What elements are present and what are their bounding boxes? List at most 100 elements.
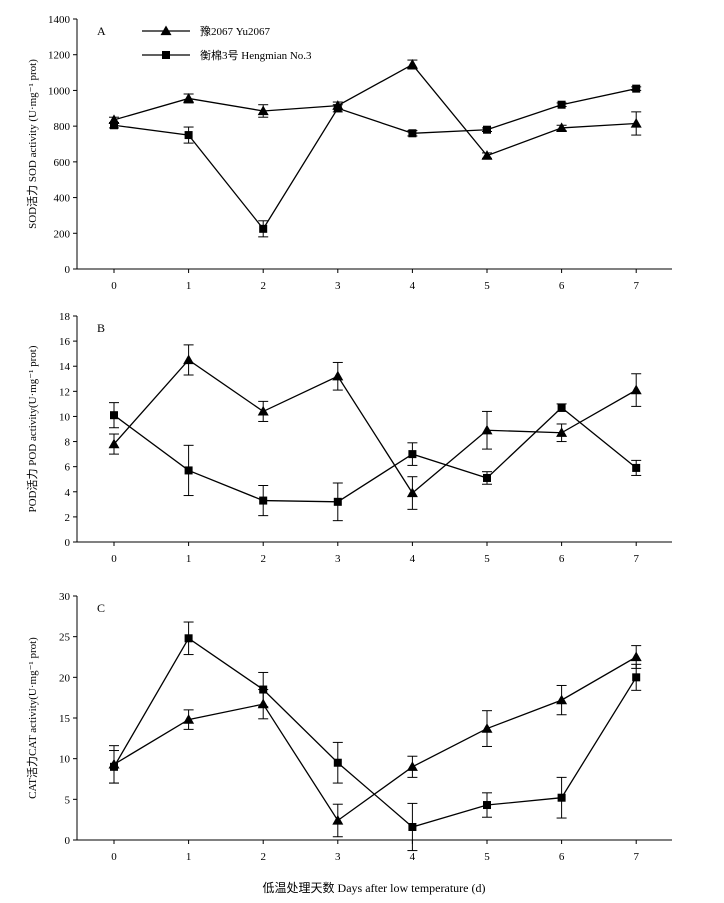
- data-point: [483, 473, 491, 482]
- x-tick-label: 0: [111, 851, 117, 863]
- panel-label: C: [97, 601, 105, 615]
- data-point: [557, 403, 566, 412]
- series-yu2067: [108, 59, 642, 160]
- series-hengmian3: [109, 84, 642, 238]
- y-tick-label: 16: [59, 336, 71, 348]
- data-point: [184, 131, 193, 140]
- data-point: [110, 121, 118, 130]
- y-tick-label: 8: [65, 437, 71, 449]
- x-tick-label: 1: [186, 280, 192, 292]
- panel-c: 0 5 10 15 20 25 30 0 1 2 3 4 5 6 7 C CAT活力CAT activity(U…: [26, 591, 672, 863]
- data-point: [408, 450, 417, 459]
- y-tick-label: 4: [65, 487, 71, 499]
- data-point: [557, 793, 566, 802]
- legend-marker: [160, 25, 172, 36]
- data-point: [259, 685, 268, 694]
- data-point: [406, 59, 418, 69]
- data-point: [630, 117, 642, 128]
- data-point: [333, 104, 342, 113]
- legend-label: 豫2067 Yu2067: [200, 25, 270, 38]
- x-tick-label: 1: [186, 851, 192, 863]
- data-point: [259, 496, 268, 505]
- data-point: [257, 105, 269, 116]
- x-tick-label: 5: [484, 851, 490, 863]
- y-tick-label: 2: [65, 512, 71, 524]
- series-yu2067: [108, 344, 642, 510]
- y-axis-title: SOD活力 SOD activity (U·mg⁻¹ prot): [26, 59, 39, 229]
- legend-label: 衡棉3号 Hengmian No.3: [200, 48, 312, 62]
- x-tick-label: 5: [484, 553, 490, 565]
- x-tick-label: 5: [484, 280, 490, 292]
- data-point: [408, 822, 417, 831]
- x-tick-label: 6: [559, 553, 565, 565]
- data-point: [556, 427, 568, 437]
- x-tick-label: 7: [633, 280, 639, 292]
- y-tick-label: 800: [54, 121, 71, 133]
- data-point: [632, 463, 641, 472]
- x-tick-label: 4: [410, 851, 416, 863]
- y-tick-label: 400: [54, 193, 71, 205]
- series-line: [113, 406, 637, 503]
- legend-marker: [162, 51, 170, 59]
- data-point: [259, 224, 268, 233]
- x-tick-label: 6: [559, 280, 565, 292]
- y-tick-label: 600: [54, 157, 71, 169]
- y-tick-label: 10: [59, 754, 71, 766]
- data-point: [630, 651, 642, 662]
- panel-a: 0 200 400 600 800 1000 1200 1400 0 1 2 3 4 5 6 7 A SOD活力 …: [26, 14, 672, 292]
- data-point: [184, 634, 193, 643]
- y-tick-label: 25: [59, 632, 71, 644]
- series-line: [113, 359, 637, 495]
- y-tick-label: 15: [59, 713, 71, 725]
- x-tick-label: 2: [260, 553, 266, 565]
- data-point: [183, 354, 195, 365]
- x-tick-label: 1: [186, 553, 192, 565]
- series-line: [113, 656, 637, 822]
- y-tick-label: 10: [59, 411, 71, 423]
- y-tick-label: 0: [65, 537, 71, 549]
- x-tick-label: 7: [633, 851, 639, 863]
- y-tick-label: 1000: [48, 85, 71, 97]
- x-tick-label: 0: [111, 280, 117, 292]
- data-point: [556, 122, 568, 133]
- data-point: [108, 438, 120, 449]
- series-line: [113, 88, 637, 230]
- series-line: [113, 637, 637, 828]
- data-point: [406, 487, 418, 498]
- data-point: [408, 129, 417, 138]
- data-point: [483, 801, 491, 810]
- y-tick-label: 0: [65, 264, 71, 276]
- data-point: [406, 761, 418, 771]
- x-tick-label: 2: [260, 280, 266, 292]
- y-tick-label: 6: [65, 462, 71, 474]
- data-point: [183, 714, 195, 724]
- y-tick-label: 1200: [48, 50, 71, 62]
- data-point: [632, 673, 641, 682]
- data-point: [332, 814, 344, 825]
- data-point: [110, 762, 118, 771]
- x-tick-label: 3: [335, 851, 341, 863]
- y-tick-label: 1400: [48, 14, 71, 26]
- y-tick-label: 12: [59, 386, 70, 398]
- y-tick-label: 0: [65, 835, 71, 847]
- x-tick-label: 3: [335, 553, 341, 565]
- data-point: [483, 125, 491, 134]
- data-point: [257, 405, 269, 416]
- y-tick-label: 20: [59, 672, 71, 684]
- x-tick-label: 4: [410, 553, 416, 565]
- x-tick-label: 6: [559, 851, 565, 863]
- data-point: [183, 92, 195, 103]
- series-hengmian3: [109, 621, 642, 852]
- y-tick-label: 14: [59, 361, 71, 373]
- data-point: [184, 466, 193, 475]
- data-point: [333, 758, 342, 767]
- data-point: [632, 84, 641, 93]
- data-point: [481, 424, 493, 435]
- data-point: [556, 694, 568, 705]
- series-line: [113, 63, 637, 157]
- y-tick-label: 200: [54, 228, 71, 240]
- y-tick-label: 18: [59, 311, 71, 323]
- data-point: [110, 411, 118, 420]
- data-point: [333, 497, 342, 506]
- panel-label: B: [97, 321, 105, 335]
